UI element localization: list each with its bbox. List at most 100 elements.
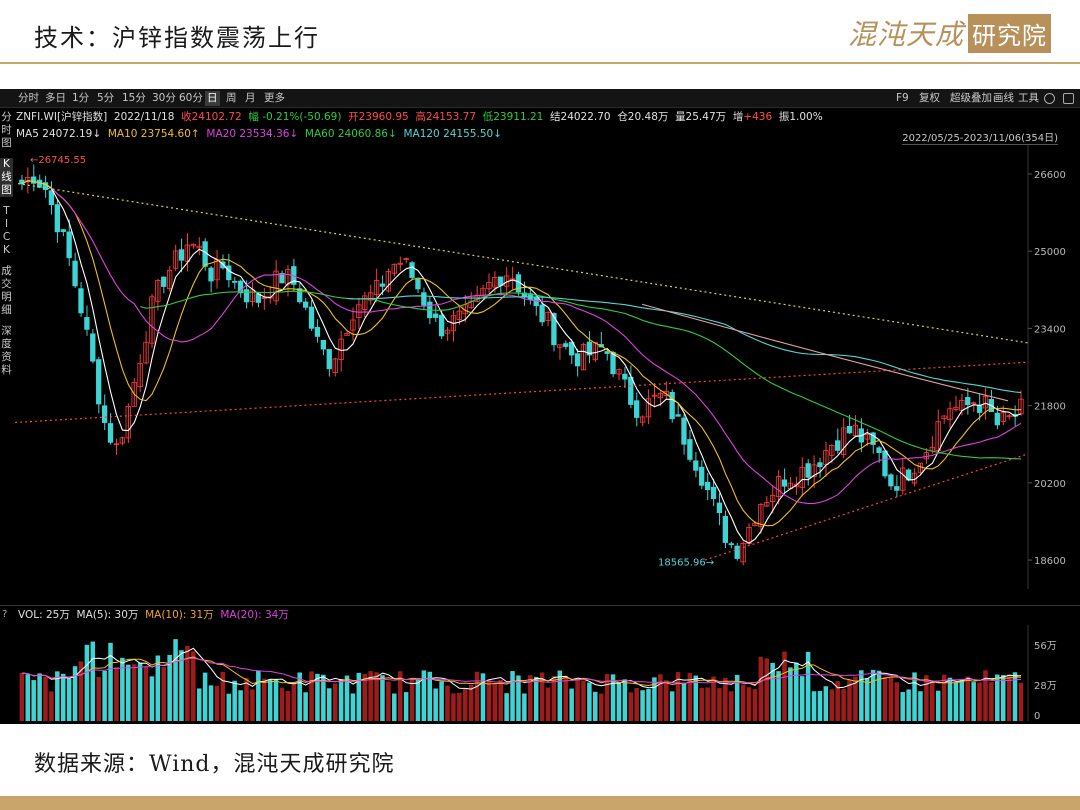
sidenav-char[interactable]: C bbox=[2, 231, 11, 243]
low-label: 低23911.21 bbox=[482, 111, 544, 123]
volume-bar bbox=[959, 679, 965, 721]
sidenav-char-active[interactable]: K bbox=[0, 158, 13, 171]
candle-body bbox=[657, 393, 663, 399]
volume-bar bbox=[776, 671, 781, 721]
sidenav-char[interactable]: 资 bbox=[1, 351, 12, 363]
sidenav-char[interactable]: 明 bbox=[1, 291, 12, 303]
tf-button[interactable]: 多日 bbox=[45, 92, 66, 104]
candle-body bbox=[143, 341, 149, 364]
candle-body bbox=[864, 434, 870, 440]
price-tick-label: 23400 bbox=[1034, 324, 1066, 335]
sidenav-char[interactable]: I bbox=[4, 218, 9, 230]
sidenav-char[interactable]: 深 bbox=[1, 325, 12, 337]
settings-icon[interactable] bbox=[1044, 93, 1055, 104]
tf-button[interactable]: 1分 bbox=[72, 92, 90, 104]
volume-bar bbox=[640, 690, 645, 721]
volume-bar bbox=[66, 678, 72, 721]
candle-body bbox=[663, 390, 669, 397]
oi-label: 仓20.48万 bbox=[617, 111, 669, 123]
volume-bar bbox=[788, 667, 793, 721]
volume-bar bbox=[309, 671, 314, 721]
resistance-trendline bbox=[17, 183, 1029, 344]
volume-bar bbox=[43, 676, 48, 721]
tf-button[interactable]: 月 bbox=[245, 92, 256, 104]
close-label: 收24102.72 bbox=[181, 111, 242, 123]
sidenav-char[interactable]: 细 bbox=[1, 304, 12, 316]
tf-button[interactable]: 5分 bbox=[97, 92, 115, 104]
volume-bar bbox=[658, 674, 663, 721]
sidenav-char[interactable]: K bbox=[3, 244, 10, 256]
candle-body bbox=[314, 327, 321, 337]
volume-bar bbox=[835, 681, 840, 721]
volume-bar bbox=[297, 672, 302, 721]
tf-button[interactable]: 15分 bbox=[122, 92, 146, 104]
volume-bar bbox=[924, 675, 929, 721]
sidenav-char[interactable]: T bbox=[3, 205, 10, 217]
f9-button[interactable]: F9 bbox=[896, 92, 909, 104]
volume-bar bbox=[226, 693, 232, 721]
tf-button[interactable]: 更多 bbox=[264, 92, 285, 104]
volume-bar bbox=[906, 689, 911, 721]
volume-bar bbox=[445, 685, 450, 721]
draw-button[interactable]: 画线 bbox=[993, 92, 1014, 104]
candle-body bbox=[379, 283, 386, 287]
candle-body bbox=[811, 464, 817, 477]
candle-body bbox=[385, 271, 392, 292]
tf-button-active[interactable]: 日 bbox=[205, 91, 220, 106]
candle-body bbox=[970, 402, 977, 405]
candle-body bbox=[249, 289, 256, 303]
volume-bar bbox=[78, 661, 84, 721]
volume-bar bbox=[663, 680, 669, 721]
candle-body bbox=[568, 341, 575, 356]
tools-button[interactable]: 工具 bbox=[1018, 92, 1039, 104]
expand-icon[interactable] bbox=[1063, 93, 1074, 104]
sidenav-char-active[interactable]: 图 bbox=[0, 184, 13, 197]
overlay-button[interactable]: 超级叠加 bbox=[950, 92, 992, 104]
help-icon[interactable]: ? bbox=[2, 609, 8, 620]
candle-body bbox=[184, 244, 191, 262]
volume-bar bbox=[752, 689, 758, 721]
candle-body bbox=[580, 344, 587, 371]
sidenav-char[interactable]: 交 bbox=[1, 278, 12, 290]
sidenav-char[interactable]: 成 bbox=[1, 265, 12, 277]
quote-info-bar: ZNFI.WI[沪锌指数] 2022/11/18 收24102.72 幅 -0.… bbox=[16, 109, 823, 125]
volume-bar bbox=[675, 672, 681, 721]
date-range-label[interactable]: 2022/05/25-2023/11/06(354日) bbox=[902, 129, 1058, 145]
candle-body bbox=[438, 314, 445, 337]
volume-bar bbox=[397, 671, 403, 721]
candle-body bbox=[297, 288, 303, 303]
sidenav-char[interactable]: 时 bbox=[1, 124, 12, 136]
volume-bar bbox=[155, 655, 161, 721]
candle-body bbox=[415, 278, 421, 290]
high-label: 高24153.77 bbox=[415, 111, 477, 123]
sidenav-char[interactable]: 料 bbox=[1, 364, 12, 376]
candle-body bbox=[172, 250, 179, 269]
candle-body bbox=[444, 329, 451, 334]
volume-bar bbox=[451, 693, 456, 721]
volume-bar bbox=[740, 684, 746, 721]
volume-bar bbox=[220, 671, 226, 721]
volume-bar bbox=[486, 679, 492, 721]
candle-body bbox=[616, 369, 622, 375]
sidenav-char-active[interactable]: 线 bbox=[0, 171, 13, 184]
volume-bar bbox=[161, 667, 166, 721]
candle-body bbox=[320, 339, 327, 350]
adjust-button[interactable]: 复权 bbox=[919, 92, 940, 104]
tf-button[interactable]: 60分 bbox=[179, 92, 203, 104]
candle-body bbox=[557, 344, 563, 348]
sidenav-char[interactable]: 分 bbox=[1, 111, 12, 123]
tf-button[interactable]: 周 bbox=[226, 92, 237, 104]
volume-bar bbox=[995, 674, 1000, 721]
tf-button[interactable]: 分时 bbox=[18, 92, 39, 104]
sidenav-char[interactable]: 度 bbox=[1, 338, 12, 350]
volume-bar bbox=[711, 676, 716, 721]
sidenav-char[interactable]: 图 bbox=[1, 137, 12, 149]
candle-body bbox=[775, 476, 782, 497]
candle-body bbox=[261, 297, 267, 299]
volume-bar bbox=[427, 671, 433, 721]
date-label: 2022/11/18 bbox=[113, 111, 175, 123]
candle-body bbox=[829, 444, 835, 456]
candle-body bbox=[645, 398, 652, 418]
candle-body bbox=[149, 296, 155, 344]
tf-button[interactable]: 30分 bbox=[152, 92, 176, 104]
